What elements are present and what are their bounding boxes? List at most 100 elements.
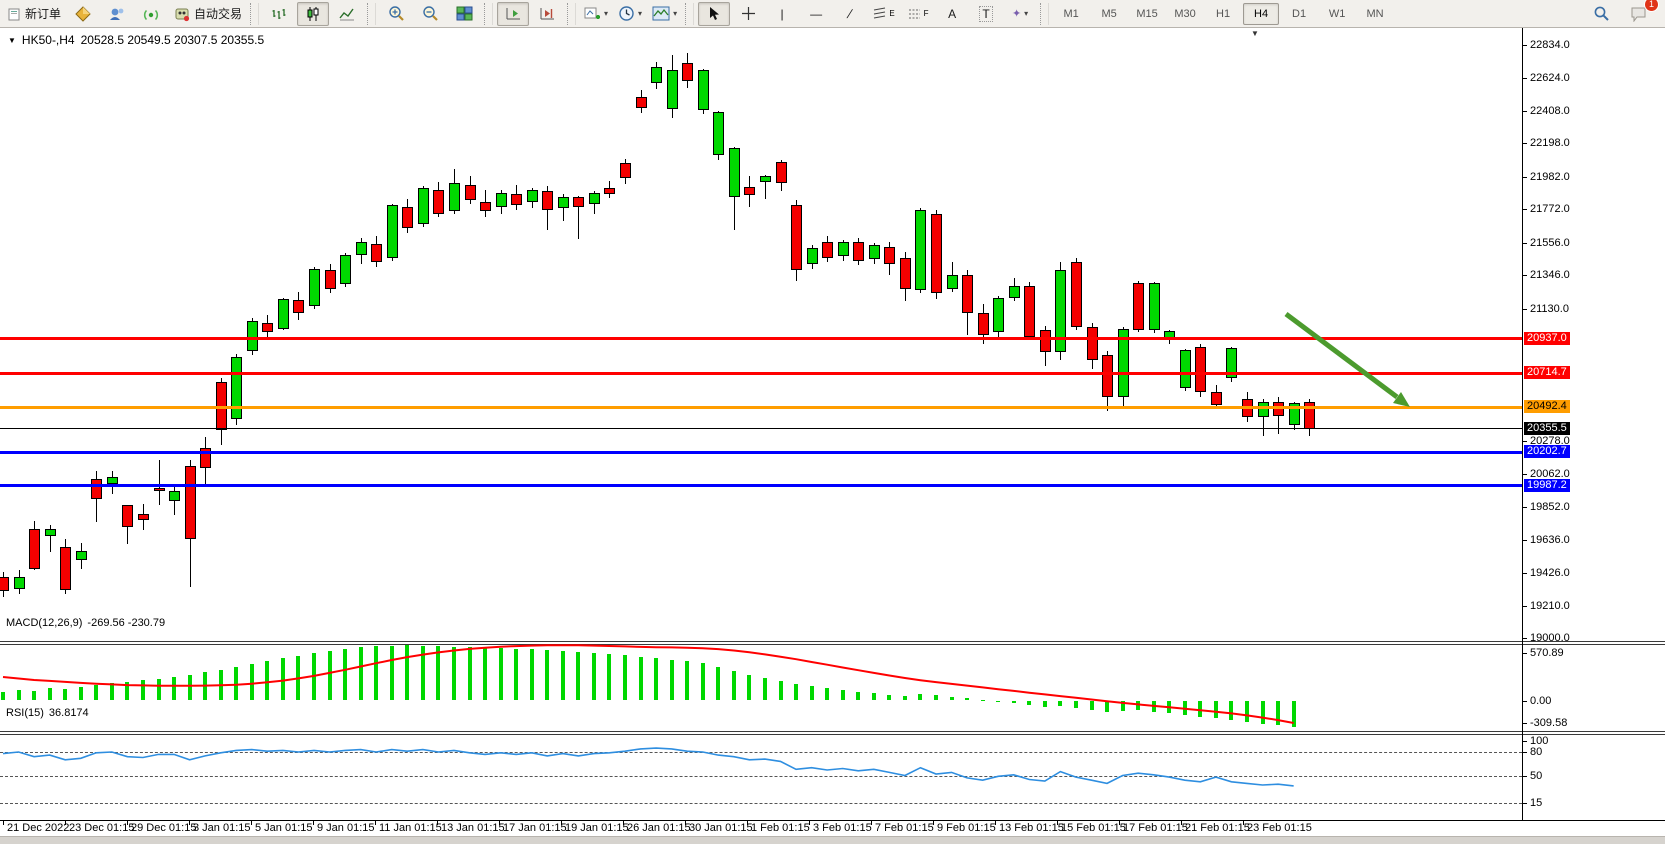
candle <box>417 188 429 224</box>
date-axis-tick <box>561 820 562 825</box>
pane-separator[interactable] <box>0 644 1665 645</box>
rsi-axis-tick <box>1522 752 1527 753</box>
price-axis-tick <box>1522 275 1527 277</box>
auto-scroll-icon <box>506 8 520 20</box>
deposit-button[interactable] <box>67 2 99 26</box>
text-label-button[interactable]: T <box>970 2 1002 26</box>
tab-timeframe-D1[interactable]: D1 <box>1292 7 1307 20</box>
date-axis-label: 1 Feb 01:15 <box>751 822 810 834</box>
tab-timeframe-MN[interactable]: MN <box>1366 7 1384 20</box>
vertical-line-button[interactable]: | <box>766 2 798 26</box>
rsi-axis-tick <box>1522 775 1527 777</box>
signals-button[interactable] <box>135 2 167 26</box>
line-chart-button[interactable] <box>331 2 363 26</box>
auto-scroll-button[interactable] <box>497 1 530 26</box>
candle <box>1133 283 1145 330</box>
macd-histogram-bar <box>1073 700 1078 709</box>
price-line-20714.7[interactable] <box>0 371 1522 375</box>
period-button[interactable]: ▾ <box>614 2 646 26</box>
tab-timeframe-M15[interactable]: M15 <box>1136 7 1158 20</box>
candle <box>977 313 989 336</box>
fibonacci-button[interactable]: E <box>868 2 900 26</box>
candle <box>1226 348 1238 379</box>
pane-separator[interactable] <box>0 641 1665 642</box>
zoom-out-button[interactable] <box>414 2 446 26</box>
trendline-button[interactable]: / <box>834 2 866 26</box>
candle <box>13 576 25 589</box>
autotrade-icon <box>175 8 190 21</box>
date-axis-tick <box>189 820 190 825</box>
macd-histogram-bar <box>747 674 752 701</box>
candle <box>355 242 367 255</box>
macd-histogram-bar <box>296 655 301 701</box>
tab-timeframe-W1[interactable]: W1 <box>1328 7 1346 20</box>
price-line-19987.2[interactable] <box>0 484 1522 488</box>
crosshair-button[interactable] <box>732 2 764 26</box>
candle <box>822 242 834 258</box>
price-line-20202.7[interactable] <box>0 450 1522 454</box>
dropdown-caret-icon: ▾ <box>673 9 678 18</box>
bar-chart-button[interactable] <box>263 2 295 26</box>
date-axis-tick <box>437 820 438 825</box>
macd-histogram-bar <box>1042 700 1047 708</box>
macd-histogram-bar <box>1260 700 1265 724</box>
pane-separator[interactable] <box>0 731 1665 732</box>
date-axis-tick <box>623 820 624 825</box>
price-axis-label: 19636.0 <box>1530 534 1570 547</box>
chart-area[interactable]: ▼ HK50-,H4 20528.5 20549.5 20307.5 20355… <box>0 28 1665 836</box>
candle <box>106 476 118 485</box>
tab-timeframe-H4[interactable]: H4 <box>1243 2 1280 25</box>
candle <box>542 191 554 210</box>
macd-histogram-bar <box>1229 700 1234 721</box>
channel-button[interactable]: F <box>902 2 934 26</box>
macd-histogram-bar <box>327 650 332 701</box>
macd-axis-tick <box>1522 723 1527 724</box>
price-axis-label: 21982.0 <box>1530 170 1570 183</box>
macd-histogram-bar <box>638 656 643 701</box>
tab-timeframe-M30[interactable]: M30 <box>1174 7 1196 20</box>
macd-histogram-bar <box>902 696 907 701</box>
candle <box>184 465 196 539</box>
trend-arrow-head[interactable] <box>1393 392 1410 407</box>
autotrade-button[interactable]: 自动交易 <box>169 2 246 26</box>
tile-windows-button[interactable] <box>448 2 480 26</box>
trade-group: 新订单 自动交易 <box>4 2 246 26</box>
date-axis-tick <box>747 820 748 825</box>
macd-histogram-bar <box>887 694 892 701</box>
shapes-button[interactable]: ✦ ▾ <box>1004 2 1036 26</box>
price-axis-tick <box>1522 474 1527 476</box>
new-order-button[interactable]: 新订单 <box>4 2 65 26</box>
cursor-button[interactable] <box>698 1 731 26</box>
price-axis-label: 19426.0 <box>1530 566 1570 579</box>
search-button[interactable] <box>1585 2 1617 26</box>
trendline-icon: / <box>845 6 855 21</box>
chart-shift-button[interactable] <box>531 2 563 26</box>
candlestick-icon <box>307 6 319 21</box>
template-button[interactable]: ▾ <box>648 2 681 26</box>
candlestick-chart-button[interactable] <box>297 1 330 26</box>
pane-separator[interactable] <box>0 734 1665 735</box>
price-line-20492.4[interactable] <box>0 405 1522 409</box>
date-axis-tick <box>871 820 872 825</box>
price-line-20937.0[interactable] <box>0 337 1522 341</box>
cursor-icon <box>710 7 720 20</box>
price-line-20355.5[interactable] <box>0 428 1522 430</box>
tab-timeframe-M5[interactable]: M5 <box>1101 7 1117 20</box>
price-axis-label: 19210.0 <box>1530 599 1570 612</box>
community-button[interactable] <box>101 2 133 26</box>
tab-timeframe-M1[interactable]: M1 <box>1063 7 1079 20</box>
trend-arrow-line[interactable] <box>1284 311 1399 400</box>
zoom-in-button[interactable] <box>380 2 412 26</box>
rsi-label-row: RSI(15) 36.8174 <box>6 707 89 719</box>
macd-histogram-bar <box>1089 700 1094 711</box>
add-indicator-button[interactable]: ▾ <box>580 2 612 26</box>
date-axis-label: 9 Jan 01:15 <box>317 822 375 834</box>
tab-timeframe-H1[interactable]: H1 <box>1216 7 1231 20</box>
chart-menu-triangle-icon[interactable]: ▼ <box>8 35 16 45</box>
macd-histogram-bar <box>63 688 68 701</box>
candle <box>386 205 398 258</box>
text-button[interactable]: A <box>936 2 968 26</box>
horizontal-line-button[interactable]: — <box>800 2 832 26</box>
notifications-button[interactable]: 1 <box>1623 0 1659 26</box>
macd-histogram-bar <box>778 680 783 701</box>
